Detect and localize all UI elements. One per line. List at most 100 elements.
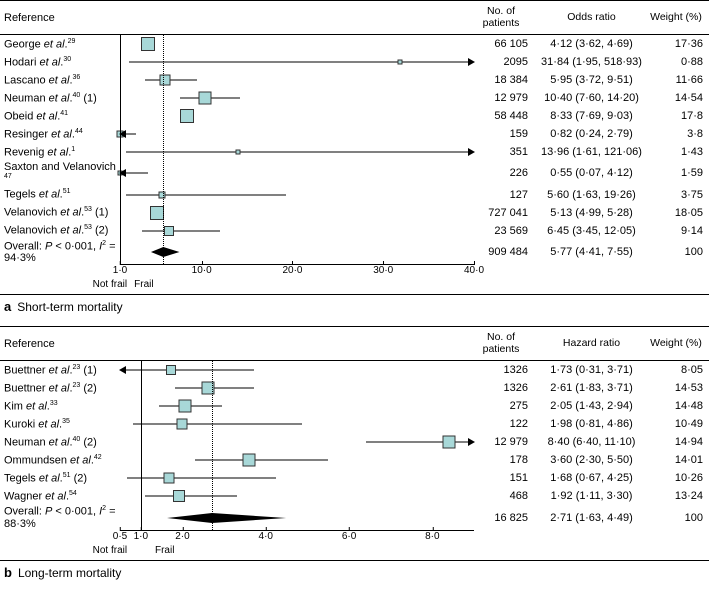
study-ref: Resinger et al.44 [0,128,120,141]
axis-row: 0·51·02·04·06·08·0Not frailFrail [0,530,709,560]
study-plot [120,204,474,222]
study-wt: 14·94 [649,436,709,448]
study-row: Tegels et al.511275·60 (1·63, 19·26)3·75 [0,186,709,204]
axis-tick: 30·0 [373,265,393,276]
point-marker [199,92,212,105]
overall-n: 16 825 [474,512,534,524]
overall-plot [120,243,474,261]
study-ref: Ommundsen et al.42 [0,454,120,467]
study-row: Lascano et al.3618 3845·95 (3·72, 9·51)1… [0,71,709,89]
arrow-left-icon [119,366,126,374]
overall-row: Overall: P < 0·001, I2 = 88·3% 16 8252·71… [0,505,709,530]
study-effect: 2·05 (1·43, 2·94) [534,400,649,412]
study-row: Buettner et al.23 (1) 13261·73 (0·31, 3·7… [0,361,709,379]
panel-letter: a [4,299,11,314]
study-plot [120,433,474,451]
study-effect: 4·12 (3·62, 4·69) [534,38,649,50]
col-header-wt: Weight (%) [649,338,709,350]
study-ref: Wagner et al.54 [0,490,120,503]
study-effect: 6·45 (3·45, 12·05) [534,225,649,237]
point-marker [176,419,187,430]
study-wt: 17·36 [649,38,709,50]
axis-tick: 2·0 [175,531,189,542]
col-header-n: No. ofpatients [474,6,534,29]
study-plot [120,53,474,71]
ci-line [145,496,236,497]
study-plot [120,164,474,182]
study-n: 23 569 [474,225,534,237]
study-row: Kuroki et al.351221·98 (0·81, 4·86)10·49 [0,415,709,433]
ci-line [366,442,474,443]
study-n: 351 [474,146,534,158]
point-marker [159,75,170,86]
point-marker [164,226,174,236]
point-marker [173,490,185,502]
study-row: Hodari et al.30209531·84 (1·95, 518·93)0… [0,53,709,71]
study-row: Tegels et al.51 (2)1511·68 (0·67, 4·25)1… [0,469,709,487]
study-plot [120,415,474,433]
study-effect: 3·60 (2·30, 5·50) [534,454,649,466]
col-header-ref: Reference [0,12,120,24]
study-n: 727 041 [474,207,534,219]
study-plot [120,379,474,397]
overall-effect: 2·71 (1·63, 4·49) [534,512,649,524]
study-ref: Buettner et al.23 (1) [0,364,120,377]
arrow-right-icon [468,58,475,66]
study-plot [120,186,474,204]
study-ref: Neuman et al.40 (2) [0,436,120,449]
overall-label: Overall: P < 0·001, I2 = 88·3% [0,505,120,530]
diamond-icon [120,243,474,261]
overall-row: Overall: P < 0·001, I2 = 94·3%909 4845·7… [0,240,709,265]
study-row: Revenig et al.135113·96 (1·61, 121·06)1·… [0,143,709,161]
study-row: Kim et al.332752·05 (1·43, 2·94)14·48 [0,397,709,415]
null-line [141,361,142,530]
ci-line [126,194,286,195]
study-n: 1326 [474,364,534,376]
pooled-line [212,361,213,530]
study-effect: 10·40 (7·60, 14·20) [534,92,649,104]
study-plot [120,107,474,125]
study-wt: 10·49 [649,418,709,430]
study-wt: 8·05 [649,364,709,376]
study-ref: George et al.29 [0,38,120,51]
study-ref: Saxton and Velanovich 47 [0,161,120,186]
study-wt: 18·05 [649,207,709,219]
study-plot [120,451,474,469]
study-wt: 14·01 [649,454,709,466]
study-wt: 14·53 [649,382,709,394]
pooled-line [163,35,164,264]
study-wt: 1·59 [649,167,709,179]
study-plot [120,71,474,89]
null-line [120,35,121,264]
study-n: 66 105 [474,38,534,50]
study-wt: 11·66 [649,74,709,86]
point-marker [397,60,402,65]
study-effect: 1·73 (0·31, 3·71) [534,364,649,376]
axis-tick: 6·0 [342,531,356,542]
study-n: 122 [474,418,534,430]
point-marker [180,109,194,123]
study-n: 1326 [474,382,534,394]
study-ref: Hodari et al.30 [0,56,120,69]
point-marker [141,37,155,51]
study-ref: Revenig et al.1 [0,146,120,159]
study-row: Wagner et al.544681·92 (1·11, 3·30)13·24 [0,487,709,505]
ci-line [195,460,328,461]
study-plot [120,361,474,379]
axis-tick: 1·0 [134,531,148,542]
study-effect: 1·98 (0·81, 4·86) [534,418,649,430]
study-wt: 14·48 [649,400,709,412]
study-n: 275 [474,400,534,412]
study-ref: Tegels et al.51 [0,188,120,201]
study-effect: 1·68 (0·67, 4·25) [534,472,649,484]
study-ref: Neuman et al.40 (1) [0,92,120,105]
study-ref: Buettner et al.23 (2) [0,382,120,395]
point-marker [164,473,175,484]
study-wt: 1·43 [649,146,709,158]
axis-label-left: Not frail [93,279,127,290]
col-header-effect: Odds ratio [534,12,649,24]
rows-wrapper: George et al.29 66 1054·12 (3·62, 4·69)17… [0,35,709,264]
overall-effect: 5·77 (4·41, 7·55) [534,246,649,258]
point-marker [178,400,191,413]
study-n: 2095 [474,56,534,68]
